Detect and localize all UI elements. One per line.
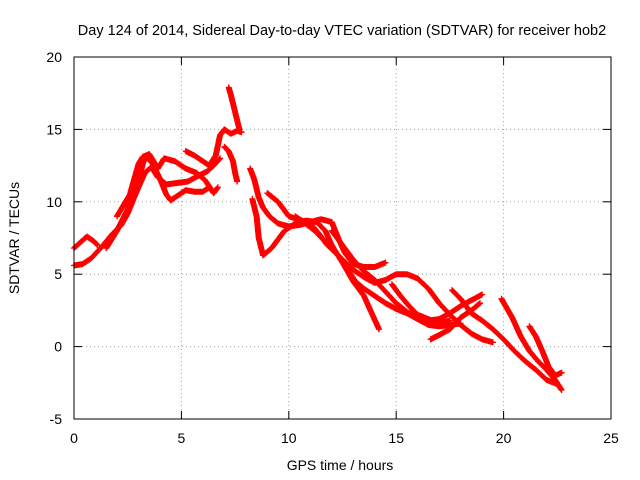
y-tick-label: 10 bbox=[46, 194, 62, 210]
data-series bbox=[71, 233, 101, 252]
series-markers bbox=[498, 295, 565, 393]
series-markers bbox=[71, 233, 101, 252]
series-markers bbox=[526, 323, 565, 379]
data-series bbox=[264, 190, 464, 330]
y-tick-label: 15 bbox=[46, 121, 62, 137]
y-tick-label: 20 bbox=[46, 49, 62, 65]
y-tick-label: 5 bbox=[54, 266, 62, 282]
data-series bbox=[292, 213, 496, 346]
data-series bbox=[221, 143, 241, 185]
data-series bbox=[114, 151, 221, 220]
data-series bbox=[182, 126, 245, 169]
series-markers bbox=[388, 281, 453, 327]
series-markers bbox=[182, 126, 245, 169]
x-tick-label: 10 bbox=[281, 430, 297, 446]
data-series bbox=[247, 165, 389, 270]
x-tick-label: 5 bbox=[178, 430, 186, 446]
data-series bbox=[526, 323, 565, 379]
grid bbox=[74, 57, 611, 419]
series-markers bbox=[264, 190, 464, 330]
series-markers bbox=[247, 165, 389, 270]
data-series bbox=[71, 155, 224, 269]
series-markers bbox=[449, 287, 561, 388]
series-markers bbox=[71, 155, 224, 269]
chart-title: Day 124 of 2014, Sidereal Day-to-day VTE… bbox=[78, 23, 606, 39]
plot-frame bbox=[73, 56, 612, 420]
y-tick-label: -5 bbox=[50, 411, 63, 427]
series-markers bbox=[292, 213, 496, 346]
x-tick-label: 0 bbox=[70, 430, 78, 446]
x-tick-label: 20 bbox=[496, 430, 512, 446]
data-series bbox=[225, 84, 243, 133]
x-tick-label: 25 bbox=[603, 430, 619, 446]
data-series bbox=[498, 295, 565, 393]
series-markers bbox=[114, 151, 221, 220]
x-tick-label: 15 bbox=[388, 430, 404, 446]
axis-ticks: 0 5 10 15 20 25 -5 0 5 10 15 20 bbox=[46, 49, 619, 446]
x-axis-label: GPS time / hours bbox=[287, 457, 394, 473]
y-tick-label: 0 bbox=[54, 339, 62, 355]
data-points bbox=[71, 84, 565, 393]
y-axis-label: SDTVAR / TECUs bbox=[6, 182, 22, 294]
data-series bbox=[388, 281, 453, 327]
data-series bbox=[449, 287, 561, 388]
series-markers bbox=[225, 84, 243, 133]
series-markers bbox=[221, 143, 241, 185]
